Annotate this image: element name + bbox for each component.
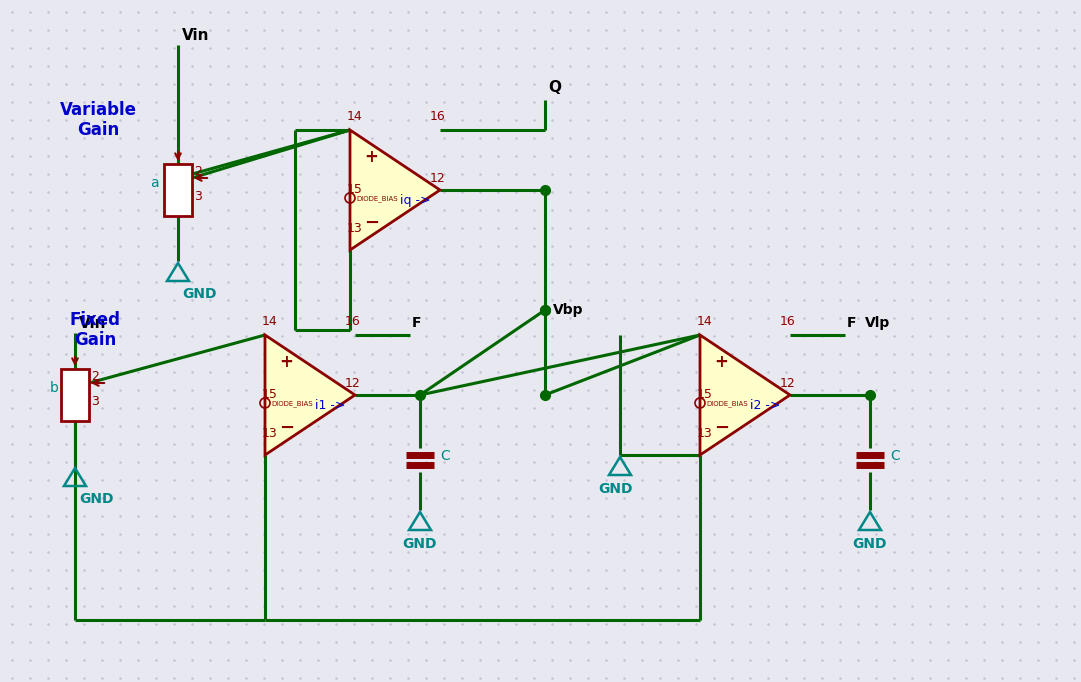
Text: 16: 16 — [430, 110, 445, 123]
Text: C: C — [890, 449, 899, 463]
Text: −: − — [279, 419, 294, 437]
Text: Vin: Vin — [182, 28, 210, 43]
Text: 3: 3 — [91, 395, 98, 408]
Text: i2 ->: i2 -> — [750, 399, 780, 412]
Text: 12: 12 — [345, 377, 361, 390]
Text: 13: 13 — [262, 427, 278, 440]
Text: i1 ->: i1 -> — [315, 399, 345, 412]
Text: +: + — [364, 148, 378, 166]
Polygon shape — [700, 335, 790, 455]
Text: 16: 16 — [345, 315, 361, 328]
Text: +: + — [279, 353, 293, 371]
Text: Q: Q — [548, 80, 561, 95]
Text: Vin: Vin — [79, 316, 107, 331]
Text: 2: 2 — [193, 165, 202, 178]
Bar — [164, 164, 192, 216]
Text: Variable
Gain: Variable Gain — [59, 101, 136, 139]
Polygon shape — [350, 130, 440, 250]
Text: GND: GND — [598, 482, 632, 496]
Text: DIODE_BIAS: DIODE_BIAS — [356, 195, 398, 202]
Text: F: F — [848, 316, 856, 330]
Text: C: C — [440, 449, 450, 463]
Text: 12: 12 — [430, 172, 445, 185]
Text: 15: 15 — [262, 388, 278, 401]
Text: 15: 15 — [697, 388, 712, 401]
Text: GND: GND — [402, 537, 437, 551]
Text: Vlp: Vlp — [865, 316, 891, 330]
Text: Fixed
Gain: Fixed Gain — [69, 310, 120, 349]
Text: 14: 14 — [262, 315, 278, 328]
Text: GND: GND — [182, 287, 216, 301]
Text: −: − — [364, 214, 379, 232]
Bar — [61, 369, 89, 421]
Text: 2: 2 — [91, 370, 98, 383]
Text: 3: 3 — [193, 190, 202, 203]
Text: iq ->: iq -> — [400, 194, 430, 207]
Text: 12: 12 — [780, 377, 796, 390]
Text: a: a — [150, 176, 159, 190]
Text: GND: GND — [79, 492, 114, 506]
Text: 13: 13 — [347, 222, 363, 235]
Text: 14: 14 — [347, 110, 363, 123]
Text: 15: 15 — [347, 183, 363, 196]
Text: GND: GND — [852, 537, 886, 551]
Polygon shape — [265, 335, 355, 455]
Text: Vbp: Vbp — [553, 303, 584, 317]
Text: F: F — [412, 316, 422, 330]
Text: −: − — [713, 419, 729, 437]
Text: 14: 14 — [697, 315, 712, 328]
Text: b: b — [50, 381, 58, 395]
Text: 13: 13 — [697, 427, 712, 440]
Text: DIODE_BIAS: DIODE_BIAS — [271, 400, 312, 406]
Text: +: + — [713, 353, 728, 371]
Text: DIODE_BIAS: DIODE_BIAS — [706, 400, 748, 406]
Text: 16: 16 — [780, 315, 796, 328]
